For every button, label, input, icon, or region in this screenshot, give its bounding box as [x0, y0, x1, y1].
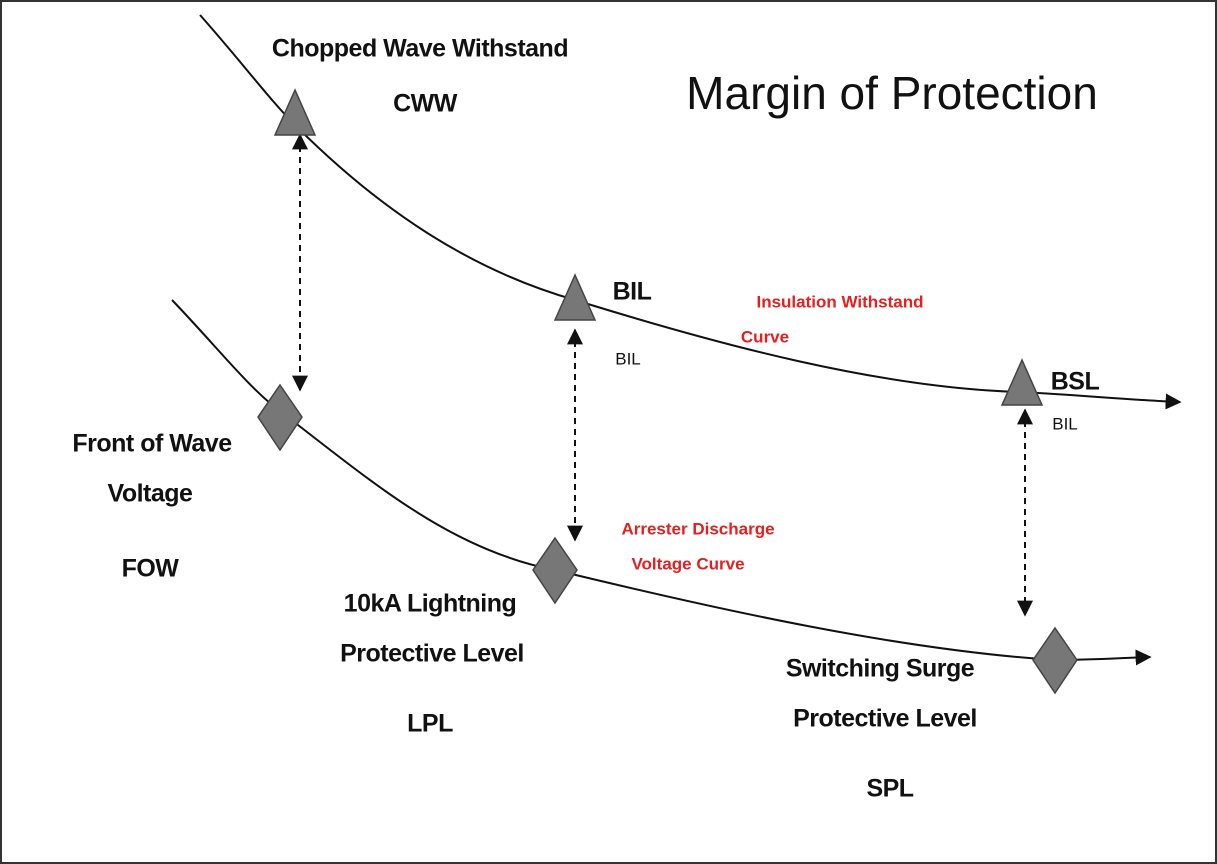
title: Margin of Protection — [686, 67, 1098, 119]
label: Voltage — [108, 480, 194, 508]
diamond — [532, 536, 578, 605]
triangle — [553, 273, 597, 321]
arrester-curve — [171, 299, 1152, 666]
diamond — [257, 383, 303, 452]
label: Voltage Curve — [631, 554, 744, 573]
triangle — [273, 88, 317, 136]
label: Curve — [741, 327, 789, 346]
label: Front of Wave — [72, 430, 232, 458]
label: BSL — [1051, 368, 1100, 396]
label: CWW — [393, 90, 458, 118]
label: LPL — [407, 710, 453, 738]
label: BIL — [613, 278, 652, 306]
label: Protective Level — [793, 705, 977, 733]
label: Protective Level — [340, 640, 524, 668]
label: BIL — [615, 349, 641, 368]
label: Arrester Discharge — [621, 519, 774, 538]
diamond — [1032, 626, 1078, 695]
label: 10kA Lightning — [344, 590, 517, 618]
label: SPL — [866, 775, 913, 803]
label: Insulation Withstand — [756, 292, 923, 311]
label: Chopped Wave Withstand — [272, 35, 568, 63]
triangle — [1000, 358, 1044, 406]
label: FOW — [122, 555, 180, 583]
label: BIL — [1052, 414, 1078, 433]
label: Switching Surge — [786, 655, 975, 683]
